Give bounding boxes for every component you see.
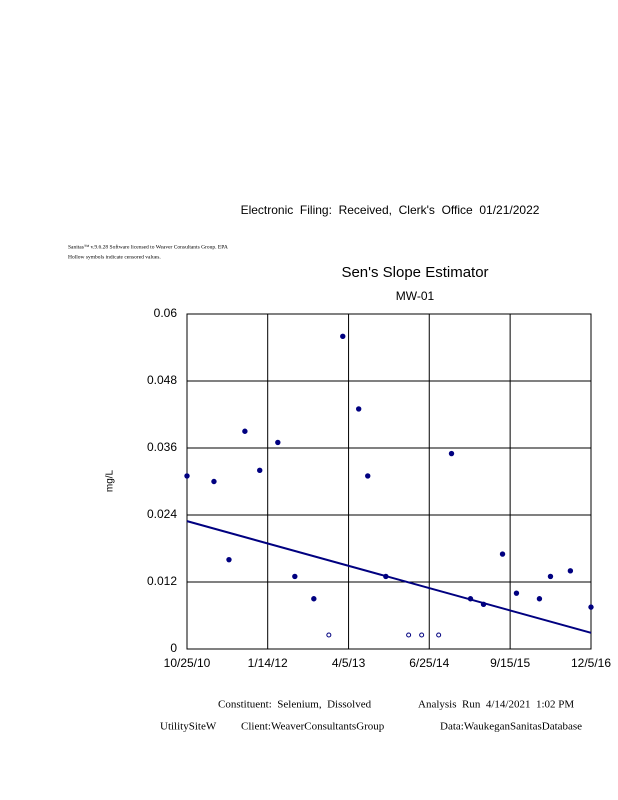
data-point: [226, 556, 232, 563]
x-tick-label: 4/5/13: [332, 656, 366, 670]
censored-point: [419, 632, 425, 638]
y-tick-label: 0.012: [147, 574, 177, 588]
data-point: [480, 601, 487, 608]
data-point: [499, 551, 506, 557]
data-point: [567, 568, 574, 574]
plot-frame: [186, 313, 592, 650]
x-tick-label: 10/25/10: [164, 656, 211, 670]
y-axis-label: mg/L: [105, 469, 116, 492]
data-point: [211, 478, 217, 485]
censored-point: [436, 632, 442, 638]
filing-stamp: Electronic Filing: Received, Clerk's Off…: [241, 203, 540, 217]
x-tick-label: 9/15/15: [490, 656, 530, 670]
chart-subtitle: MW-01: [396, 289, 435, 303]
censored-point: [326, 632, 332, 638]
data-point: [383, 573, 389, 580]
data-point: [536, 596, 543, 602]
data-point: [257, 467, 263, 474]
data-point: [547, 573, 554, 580]
data-point: [340, 333, 346, 340]
censored-note: Hollow symbols indicate censored values.: [68, 254, 161, 260]
site: UtilitySiteW: [160, 721, 217, 733]
data-point: [467, 596, 474, 602]
censored-point: [406, 632, 412, 638]
software-note: Sanitas™ v.9.6.28 Software licensed to W…: [68, 243, 228, 250]
data-point: [292, 573, 298, 580]
data-point: [184, 473, 190, 479]
trend-line: [186, 520, 592, 634]
data-point: [275, 439, 281, 446]
chart-title: Sen's Slope Estimator: [341, 264, 488, 281]
data-point: [242, 428, 248, 434]
data-point: [311, 596, 317, 602]
y-tick-label: 0.036: [147, 440, 177, 454]
data-point: [588, 604, 594, 610]
x-tick-label: 12/5/16: [571, 656, 611, 670]
analysis-run: Analysis Run 4/14/2021 1:02 PM: [418, 699, 574, 711]
data-point: [448, 450, 455, 457]
client: Client:WeaverConsultantsGroup: [241, 721, 385, 733]
y-tick-label: 0.048: [147, 373, 177, 387]
data-point: [365, 473, 371, 479]
y-tick-label: 0.024: [147, 507, 177, 521]
x-tick-label: 1/14/12: [248, 656, 288, 670]
data-point: [513, 590, 520, 596]
data-point: [355, 406, 362, 412]
y-tick-label: 0.06: [154, 306, 178, 320]
constituent: Constituent: Selenium, Dissolved: [218, 699, 372, 711]
database: Data:WaukeganSanitasDatabase: [440, 721, 582, 733]
y-tick-label: 0: [170, 641, 177, 655]
x-tick-label: 6/25/14: [409, 656, 449, 670]
